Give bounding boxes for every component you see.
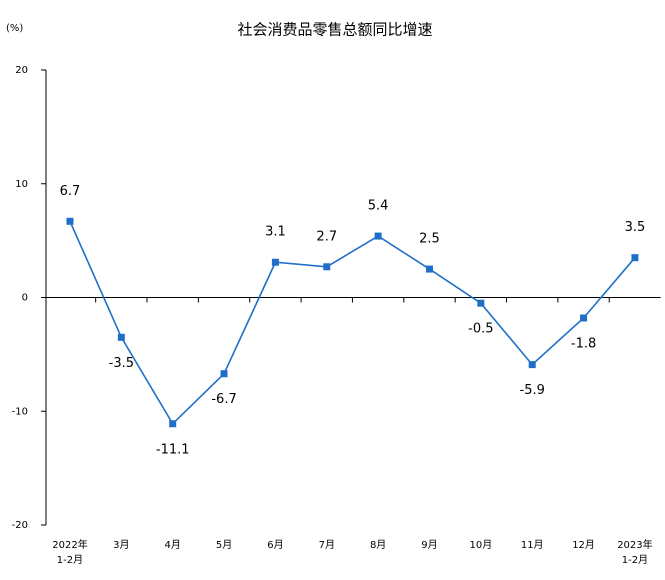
marker bbox=[631, 254, 639, 262]
value-label: -11.1 bbox=[156, 442, 190, 457]
x-tick-line: 10月 bbox=[469, 539, 492, 551]
x-tick-label: 11月 bbox=[521, 539, 544, 551]
x-tick-line: 4月 bbox=[165, 539, 181, 551]
marker bbox=[66, 217, 74, 225]
x-tick-line: 3月 bbox=[113, 539, 129, 551]
x-tick-label: 10月 bbox=[469, 539, 492, 551]
marker bbox=[425, 265, 433, 273]
value-label: 3.5 bbox=[625, 220, 646, 235]
y-unit: (%) bbox=[6, 23, 23, 34]
x-tick-line: 8月 bbox=[370, 539, 386, 551]
x-tick-line: 12月 bbox=[572, 539, 595, 551]
marker bbox=[323, 263, 331, 271]
value-label: 2.7 bbox=[316, 229, 337, 244]
x-tick-label: 5月 bbox=[216, 539, 232, 551]
x-tick-label: 3月 bbox=[113, 539, 129, 551]
value-label: -0.5 bbox=[468, 322, 493, 337]
x-tick-label: 8月 bbox=[370, 539, 386, 551]
x-tick-label: 9月 bbox=[421, 539, 437, 551]
marker bbox=[477, 299, 485, 307]
x-tick-label: 7月 bbox=[319, 539, 335, 551]
x-tick-label: 2022年 1-2月 bbox=[52, 538, 87, 566]
x-tick-label: 4月 bbox=[165, 539, 181, 551]
marker bbox=[117, 333, 125, 341]
value-label: -3.5 bbox=[109, 356, 134, 371]
marker bbox=[374, 232, 382, 240]
value-label: 3.1 bbox=[265, 225, 286, 240]
marker bbox=[271, 258, 279, 266]
x-tick-label: 2023年 1-2月 bbox=[617, 538, 652, 566]
y-tick-label: 10 bbox=[15, 179, 28, 190]
y-tick-label: 0 bbox=[22, 293, 28, 304]
x-tick-line: 2022年 bbox=[52, 538, 87, 551]
value-label: -5.9 bbox=[520, 383, 545, 398]
marker bbox=[220, 370, 228, 378]
x-tick-line: 1-2月 bbox=[622, 554, 648, 566]
marker bbox=[169, 420, 177, 428]
marker bbox=[580, 314, 588, 322]
x-tick-label: 12月 bbox=[572, 539, 595, 551]
x-tick-line: 9月 bbox=[421, 539, 437, 551]
value-label: 2.5 bbox=[419, 232, 440, 247]
marker bbox=[528, 361, 536, 369]
y-tick-label: -20 bbox=[12, 520, 28, 531]
series-line bbox=[69, 220, 636, 426]
x-tick-line: 1-2月 bbox=[57, 554, 83, 566]
value-label: 5.4 bbox=[368, 199, 389, 214]
chart-title: 社会消费品零售总额同比增速 bbox=[237, 21, 432, 39]
x-tick-line: 11月 bbox=[521, 539, 544, 551]
x-tick-line: 5月 bbox=[216, 539, 232, 551]
value-label: 6.7 bbox=[60, 184, 81, 199]
y-tick-label: -10 bbox=[12, 406, 28, 417]
x-tick-line: 6月 bbox=[267, 539, 283, 551]
x-tick-line: 7月 bbox=[319, 539, 335, 551]
x-tick-line: 2023年 bbox=[617, 538, 652, 551]
x-tick-label: 6月 bbox=[267, 539, 283, 551]
y-tick-label: 20 bbox=[15, 65, 28, 76]
value-label: -1.8 bbox=[571, 336, 596, 351]
value-label: -6.7 bbox=[211, 392, 236, 407]
